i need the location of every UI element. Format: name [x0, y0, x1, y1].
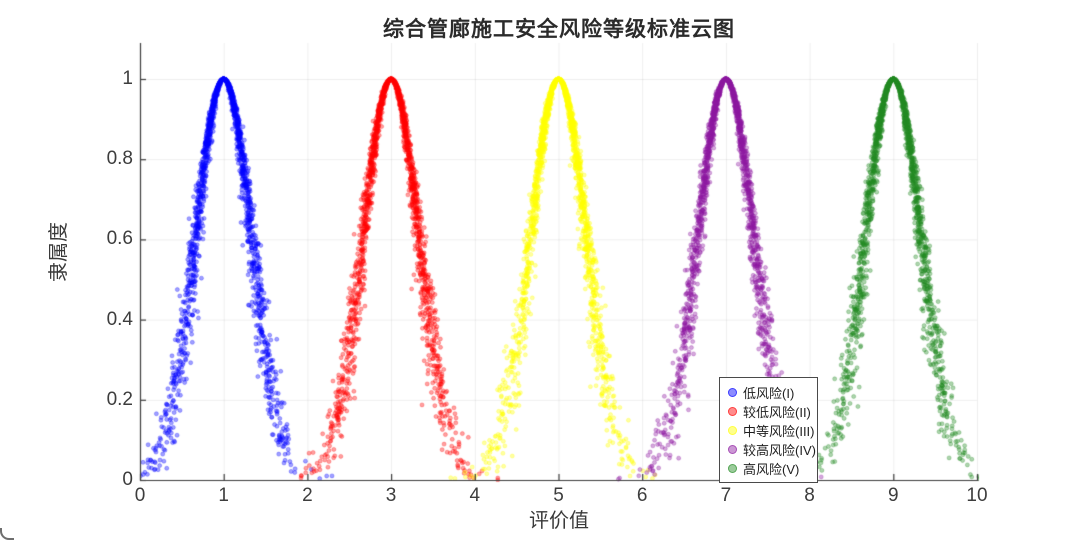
- y-tick-label: 0.4: [106, 308, 133, 330]
- x-tick-label: 8: [804, 485, 815, 506]
- legend-item-label: 高风险(V): [743, 462, 800, 477]
- legend-item: 低风险(I): [728, 384, 813, 401]
- legend-item: 较低风险(II): [728, 403, 813, 420]
- legend-item-label: 中等风险(III): [743, 424, 815, 439]
- x-tick-label: 7: [720, 485, 732, 506]
- legend: 低风险(I) 较低风险(II) 中等风险(III) 较高风险(IV) 高风险(V): [719, 377, 818, 483]
- legend-item-label: 较高风险(IV): [743, 443, 816, 458]
- legend-marker-icon: [728, 464, 737, 473]
- x-tick-label: 4: [469, 485, 481, 506]
- x-tick-label: 5: [553, 485, 564, 506]
- x-axis-label: 评价值: [529, 510, 589, 532]
- y-tick-label: 0.6: [106, 228, 133, 250]
- y-axis-label: 隶属度: [48, 222, 70, 282]
- y-tick-label: 0: [122, 469, 133, 490]
- legend-marker-icon: [728, 445, 737, 454]
- page-corner-decoration: [0, 528, 14, 540]
- legend-item: 中等风险(III): [728, 422, 815, 439]
- y-tick-label: 0.8: [106, 148, 133, 170]
- legend-item: 较高风险(IV): [728, 441, 816, 458]
- legend-item-label: 低风险(I): [743, 386, 795, 401]
- x-tick-label: 1: [218, 485, 229, 506]
- y-tick-label: 1: [122, 68, 133, 89]
- x-tick-label: 9: [888, 485, 899, 506]
- legend-marker-icon: [728, 407, 737, 416]
- y-tick-label: 0.2: [106, 388, 133, 410]
- x-tick-label: 2: [302, 485, 313, 506]
- x-tick-label: 0: [134, 485, 146, 506]
- legend-item: 高风险(V): [728, 460, 813, 477]
- legend-marker-icon: [728, 388, 737, 397]
- x-tick-label: 10: [966, 485, 988, 506]
- legend-item-label: 较低风险(II): [743, 405, 811, 420]
- x-tick-label: 3: [385, 485, 397, 506]
- chart-title: 综合管廊施工安全风险等级标准云图: [383, 18, 735, 41]
- legend-marker-icon: [728, 426, 737, 435]
- x-tick-label: 6: [636, 485, 648, 506]
